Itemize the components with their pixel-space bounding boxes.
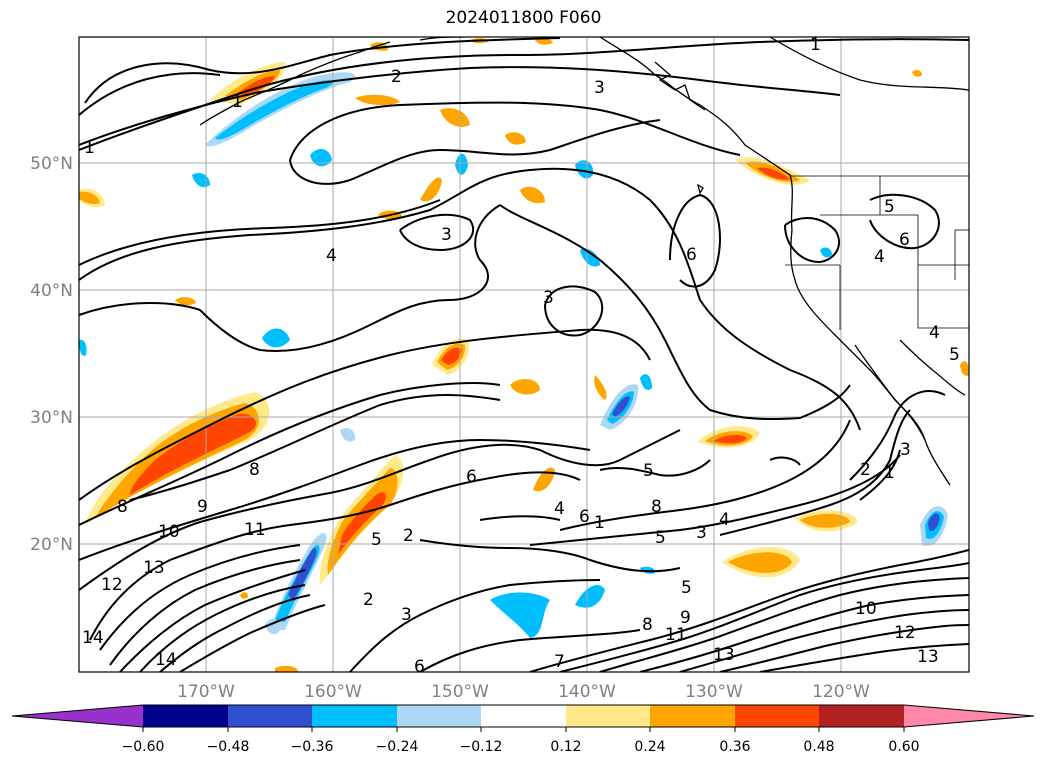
- contour-label: 1: [810, 35, 821, 55]
- positive-anomaly-shading: [79, 38, 969, 672]
- map-frame: [78, 36, 970, 673]
- contour-label: 5: [949, 345, 960, 365]
- lat-label-40n: 40°N: [30, 281, 73, 301]
- contour-label: 6: [466, 467, 477, 487]
- lon-label-160w: 160°W: [304, 682, 362, 702]
- contour-label: 8: [249, 460, 260, 480]
- map-title: 2024011800 F060: [445, 8, 602, 28]
- contour-label: 3: [696, 523, 707, 543]
- contour-label: 9: [680, 608, 691, 628]
- contour-label: 11: [244, 520, 266, 540]
- colorbar-segment: [566, 705, 650, 727]
- contour-label: 10: [855, 599, 877, 619]
- contour-label: 12: [101, 575, 123, 595]
- colorbar-segment: [481, 705, 566, 727]
- contour-label: 14: [82, 628, 104, 648]
- contour-lines: [79, 37, 969, 672]
- colorbar-segment: [819, 705, 904, 727]
- contour-label: 1: [232, 92, 243, 112]
- colorbar-tick-label: 0.12: [550, 739, 581, 755]
- contour-label: 8: [642, 615, 653, 635]
- contour-label: 3: [900, 440, 911, 460]
- contour-label: 8: [117, 497, 128, 517]
- contour-label: 8: [651, 497, 662, 517]
- colorbar-tick-label: −0.24: [376, 739, 419, 755]
- latitude-labels: 50°N 40°N 30°N 20°N: [30, 154, 73, 555]
- contour-label: 3: [441, 225, 452, 245]
- contour-label: 7: [554, 652, 565, 672]
- lat-label-20n: 20°N: [30, 535, 73, 555]
- contour-label: 13: [713, 645, 735, 665]
- contour-label: 3: [543, 288, 554, 308]
- contour-label: 4: [554, 499, 565, 519]
- lon-label-170w: 170°W: [177, 682, 235, 702]
- lat-label-50n: 50°N: [30, 154, 73, 174]
- contour-label: 4: [719, 510, 730, 530]
- contour-label: 3: [594, 78, 605, 98]
- contour-label: 2: [363, 590, 374, 610]
- contour-label: 14: [155, 650, 177, 670]
- contour-label: 11: [665, 625, 687, 645]
- contour-label: 6: [414, 657, 425, 677]
- contour-label: 5: [655, 528, 666, 548]
- longitude-labels: 170°W 160°W 150°W 140°W 130°W 120°W: [177, 682, 870, 702]
- graticule: [79, 37, 969, 672]
- map-field: 1 2 3 1 1 3 4 3 4 6 5 6 4 5 3 8 9 10 11 …: [79, 35, 969, 677]
- political-borders: [785, 175, 969, 330]
- colorbar-segment: [312, 705, 397, 727]
- contour-label: 1: [594, 513, 605, 533]
- negative-anomaly-shading: [79, 72, 948, 638]
- colorbar-tick-label: 0.36: [719, 739, 750, 755]
- contour-label: 5: [643, 461, 654, 481]
- contour-label: 3: [401, 605, 412, 625]
- contour-label: 10: [158, 522, 180, 542]
- colorbar-tick-label: −0.60: [122, 739, 165, 755]
- contour-label: 5: [884, 197, 895, 217]
- contour-label: 6: [686, 245, 697, 265]
- contour-label: 6: [899, 230, 910, 250]
- contour-label: 12: [894, 623, 916, 643]
- lon-label-120w: 120°W: [812, 682, 870, 702]
- contour-label: 4: [929, 323, 940, 343]
- contour-label: 2: [860, 460, 871, 480]
- contour-label: 6: [579, 507, 590, 527]
- contour-label: 4: [326, 246, 337, 266]
- colorbar: −0.60 −0.48 −0.36 −0.24 −0.12 0.12 0.24 …: [11, 704, 1035, 755]
- colorbar-segment: [12, 705, 143, 727]
- colorbar-segment: [904, 705, 1034, 727]
- contour-label: 9: [197, 497, 208, 517]
- colorbar-segment: [650, 705, 735, 727]
- contour-label: 5: [371, 530, 382, 550]
- lon-label-130w: 130°W: [685, 682, 743, 702]
- lon-label-150w: 150°W: [431, 682, 489, 702]
- colorbar-tick-label: −0.36: [291, 739, 334, 755]
- contour-label: 13: [143, 558, 165, 578]
- contour-label: 2: [403, 526, 414, 546]
- colorbar-segment: [735, 705, 819, 727]
- contour-label: 1: [84, 138, 95, 158]
- colorbar-segment: [397, 705, 481, 727]
- colorbar-segment: [143, 705, 228, 727]
- contour-label: 5: [681, 578, 692, 598]
- colorbar-tick-label: 0.48: [803, 739, 834, 755]
- colorbar-tick-label: −0.12: [460, 739, 503, 755]
- colorbar-tick-label: 0.60: [888, 739, 919, 755]
- colorbar-tick-label: −0.48: [207, 739, 250, 755]
- colorbar-tick-label: 0.24: [634, 739, 665, 755]
- colorbar-segment: [228, 705, 312, 727]
- contour-labels: 1 2 3 1 1 3 4 3 4 6 5 6 4 5 3 8 9 10 11 …: [82, 35, 960, 677]
- contour-label: 2: [391, 67, 402, 87]
- lon-label-140w: 140°W: [558, 682, 616, 702]
- contour-label: 13: [917, 647, 939, 667]
- contour-label: 4: [874, 247, 885, 267]
- lat-label-30n: 30°N: [30, 408, 73, 428]
- contour-label: 1: [884, 463, 895, 483]
